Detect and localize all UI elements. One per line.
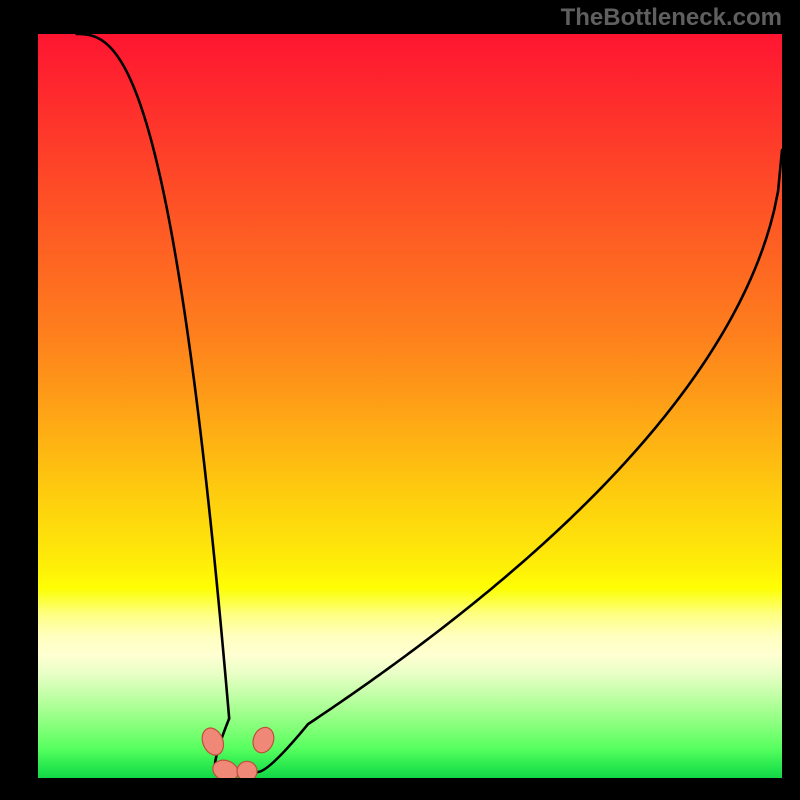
curve-svg xyxy=(38,34,782,778)
marker-2 xyxy=(237,761,257,778)
watermark-text: TheBottleneck.com xyxy=(561,4,782,32)
plot-area xyxy=(38,34,782,778)
chart-stage: TheBottleneck.com xyxy=(0,0,800,800)
gradient-background xyxy=(38,34,782,778)
